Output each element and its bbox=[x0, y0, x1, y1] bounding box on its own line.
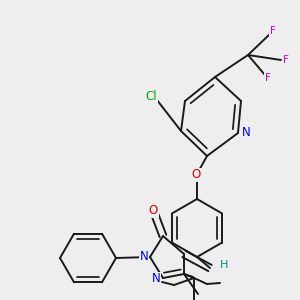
Text: F: F bbox=[270, 26, 276, 36]
Text: N: N bbox=[140, 250, 148, 262]
Text: O: O bbox=[148, 205, 158, 218]
Text: N: N bbox=[152, 272, 160, 286]
Text: N: N bbox=[242, 127, 250, 140]
Text: O: O bbox=[191, 169, 201, 182]
Text: H: H bbox=[220, 260, 228, 270]
Text: F: F bbox=[283, 55, 289, 65]
Text: F: F bbox=[265, 73, 271, 83]
Text: Cl: Cl bbox=[145, 91, 157, 103]
